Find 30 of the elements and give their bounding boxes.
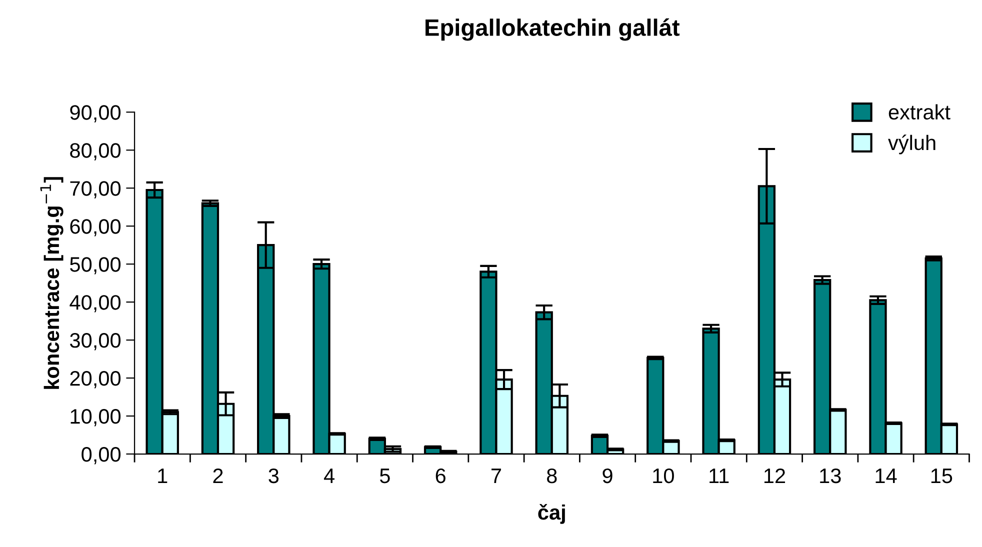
y-tick-label: 0,00 [82,447,121,464]
x-tick-label: 15 [931,468,952,484]
x-tick-label: 1 [158,468,168,483]
x-tick-label: 11 [710,468,729,483]
x-tick-label: 6 [436,468,446,484]
y-tick-label: 90,00 [70,105,121,122]
y-tick-label: 30,00 [70,333,121,350]
x-tick-label: 4 [324,468,334,483]
x-tick-label: 10 [653,468,674,484]
y-tick-label: 70,00 [70,181,121,198]
y-tick-label: 20,00 [70,371,121,388]
y-axis-title: koncentrace [mg.g$^{−1}$] [40,177,64,389]
x-tick-label: 13 [820,468,841,484]
y-tick-label: 40,00 [70,295,121,312]
x-tick-label: 2 [213,468,223,483]
x-tick-label: 3 [268,468,279,484]
chart-title: Epigallokatechin gallát [426,18,680,41]
x-tick-label: 7 [492,468,501,483]
y-tick-label: 80,00 [70,143,121,160]
legend-label: výluh [888,134,936,154]
y-tick-label: 60,00 [70,219,121,236]
x-axis-title: čaj [538,504,565,524]
x-tick-label: 8 [546,468,557,484]
legend-label: extrakt [888,104,950,120]
y-tick-label: 50,00 [70,257,121,274]
x-tick-label: 12 [764,468,786,483]
x-tick-label: 14 [876,468,897,483]
y-tick-label: 10,00 [70,409,121,426]
x-tick-label: 5 [380,468,390,484]
x-tick-label: 9 [602,468,612,484]
